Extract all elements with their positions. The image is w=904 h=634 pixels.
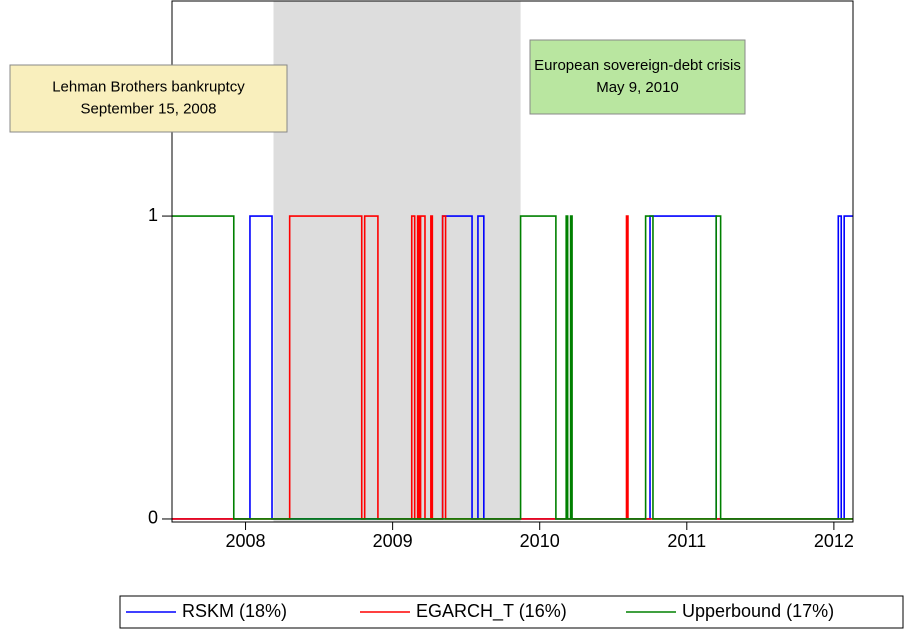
x-tick-label: 2010	[520, 531, 560, 551]
plot-frame	[171, 0, 854, 523]
legend-label: Upperbound (17%)	[682, 601, 834, 621]
annotation-box	[9, 64, 288, 133]
y-tick-label: 0	[148, 508, 158, 528]
legend-box	[119, 595, 904, 629]
y-tick-label: 1	[148, 205, 158, 225]
annotation-text: September 15, 2008	[81, 100, 217, 117]
annotation-box	[529, 39, 746, 115]
annotation-text: May 9, 2010	[596, 79, 679, 96]
series-line	[172, 215, 853, 520]
annotation-text: European sovereign-debt crisis	[534, 57, 741, 74]
annotation-text: Lehman Brothers bankruptcy	[52, 78, 245, 95]
x-tick-label: 2008	[226, 531, 266, 551]
legend-label: RSKM (18%)	[182, 601, 287, 621]
x-tick-label: 2012	[814, 531, 854, 551]
series-line	[172, 215, 853, 520]
shaded-region	[273, 1, 521, 522]
x-tick-label: 2011	[667, 531, 706, 551]
legend-label: EGARCH_T (16%)	[416, 601, 567, 622]
x-tick-label: 2009	[373, 531, 413, 551]
